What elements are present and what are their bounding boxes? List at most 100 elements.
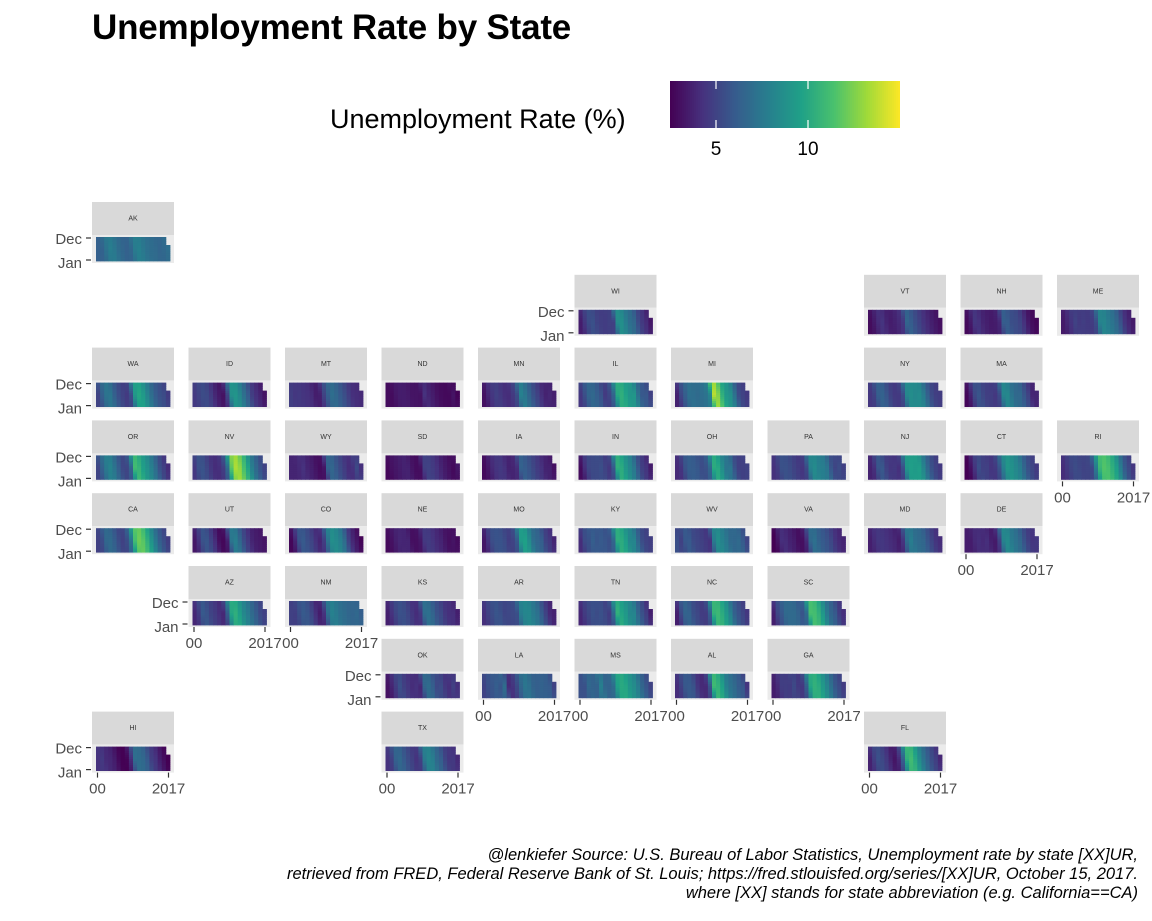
heatmap-cell <box>438 382 444 385</box>
heatmap-cell <box>157 384 163 387</box>
heatmap-cell <box>112 390 117 393</box>
heatmap-cell <box>627 315 633 319</box>
heatmap-cell <box>145 392 150 395</box>
heatmap-cell <box>385 394 391 397</box>
heatmap-cell <box>1026 311 1031 315</box>
heatmap-cell <box>250 382 255 385</box>
heatmap-cell <box>204 398 210 401</box>
heatmap-cell <box>627 329 633 333</box>
heatmap-cell <box>607 319 612 323</box>
heatmap-cell <box>161 253 167 256</box>
heatmap-cell <box>972 317 978 321</box>
heatmap-cell <box>133 396 138 399</box>
heatmap-cell <box>200 382 206 385</box>
legend-gradient-step <box>692 81 695 128</box>
heatmap-cell <box>1005 329 1011 333</box>
legend-gradient-step <box>892 81 895 128</box>
heatmap-cell <box>619 455 625 458</box>
heatmap-cell <box>301 396 306 399</box>
heatmap-cell <box>137 386 142 389</box>
heatmap-cell <box>451 386 456 389</box>
heatmap-cell <box>527 455 532 458</box>
heatmap-cell <box>687 382 692 385</box>
heatmap-cell <box>607 315 612 319</box>
heatmap-cell <box>631 323 637 327</box>
heatmap-cell <box>1001 331 1007 335</box>
heatmap-cell <box>293 396 298 399</box>
heatmap-cell <box>141 388 146 391</box>
heatmap-cell <box>1089 323 1095 327</box>
heatmap-cell <box>976 321 982 325</box>
legend-gradient-step <box>890 81 893 128</box>
legend-gradient-step <box>698 81 701 128</box>
heatmap-cell <box>1106 313 1111 317</box>
heatmap-cell <box>137 257 142 260</box>
state-panel-il: IL <box>574 347 657 409</box>
heatmap-cell <box>233 404 239 407</box>
heatmap-cell <box>976 309 982 313</box>
heatmap-cell <box>1077 309 1082 313</box>
heatmap-cell <box>410 384 415 387</box>
heatmap-cell <box>104 455 109 458</box>
heatmap-cell <box>104 396 109 399</box>
heatmap-cell <box>876 315 881 319</box>
heatmap-cell <box>161 402 167 405</box>
heatmap-cell <box>422 400 428 403</box>
heatmap-cell <box>1093 331 1099 335</box>
heatmap-cell <box>192 396 198 399</box>
heatmap-cell <box>358 402 364 405</box>
heatmap-cell <box>293 394 298 397</box>
heatmap-cell <box>430 404 436 407</box>
heatmap-cell <box>539 398 545 401</box>
heatmap-cell <box>96 245 101 248</box>
heatmap-cell <box>510 382 516 385</box>
heatmap-cell <box>116 259 122 262</box>
heatmap-cell <box>128 241 134 244</box>
heatmap-cell <box>317 400 323 403</box>
heatmap-cell <box>514 394 520 397</box>
heatmap-cell <box>128 388 134 391</box>
heatmap-cell <box>241 398 247 401</box>
heatmap-cell <box>968 382 974 385</box>
heatmap-cell <box>720 382 725 385</box>
heatmap-cell <box>258 398 263 401</box>
heatmap-cell <box>309 382 315 385</box>
heatmap-cell <box>1009 317 1015 321</box>
heatmap-cell <box>217 388 222 391</box>
heatmap-cell <box>434 398 440 401</box>
heatmap-cell <box>582 315 588 319</box>
heatmap-cell <box>929 327 935 331</box>
heatmap-cell <box>100 402 105 405</box>
heatmap-cell <box>350 392 356 395</box>
legend-gradient-step <box>742 81 745 128</box>
legend-gradient-step <box>816 81 819 128</box>
heatmap-cell <box>921 311 926 315</box>
heatmap-cell <box>258 384 263 387</box>
heatmap-cell <box>539 384 545 387</box>
heatmap-cell <box>1005 327 1011 331</box>
heatmap-cell <box>1102 321 1107 325</box>
heatmap-cell <box>619 311 625 315</box>
heatmap-cell <box>414 398 419 401</box>
heatmap-cell <box>124 400 130 403</box>
panel-heatmap <box>482 382 557 407</box>
heatmap-cell <box>712 382 717 385</box>
heatmap-cell <box>1093 325 1099 329</box>
heatmap-cell <box>161 245 167 248</box>
state-panel-oh: OH <box>671 420 753 482</box>
heatmap-cell <box>141 400 146 403</box>
heatmap-cell <box>1126 331 1132 335</box>
heatmap-cell <box>980 315 986 319</box>
heatmap-cell <box>985 315 990 319</box>
heatmap-cell <box>157 241 163 244</box>
heatmap-cell <box>133 386 138 389</box>
heatmap-cell <box>892 323 898 327</box>
heatmap-cell <box>1085 323 1091 327</box>
heatmap-cell <box>451 392 456 395</box>
heatmap-cell <box>241 386 247 389</box>
heatmap-cell <box>128 394 134 397</box>
heatmap-cell <box>393 382 399 385</box>
heatmap-cell <box>161 382 167 385</box>
heatmap-cell <box>406 396 411 399</box>
